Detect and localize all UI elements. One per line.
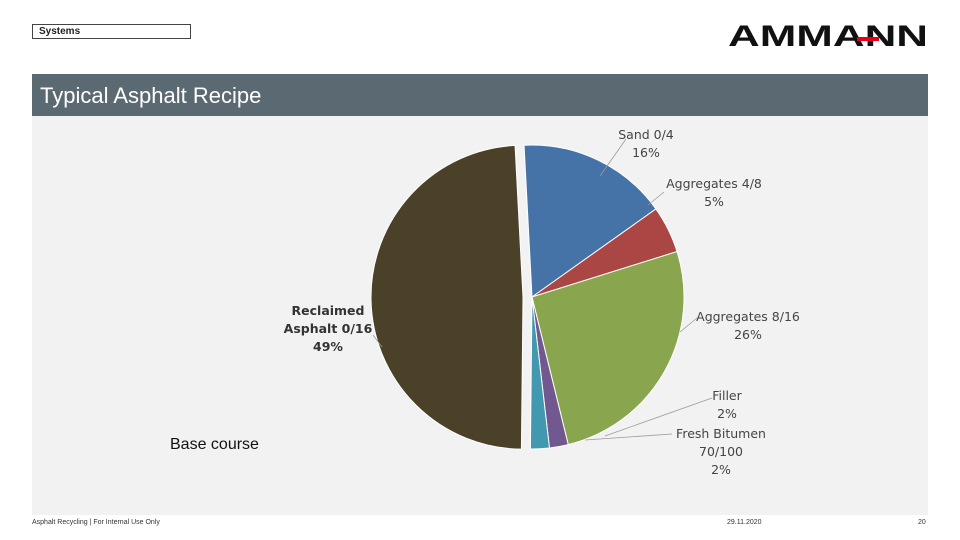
logo-accent <box>857 37 879 41</box>
page-number: 20 <box>918 519 926 526</box>
slice-label: 16% <box>632 145 660 160</box>
slice-label: 5% <box>704 194 724 209</box>
leader-line <box>584 433 673 441</box>
footer-note: Asphalt Recycling | For Internal Use Onl… <box>32 519 160 526</box>
slide-title: Typical Asphalt Recipe <box>40 83 262 108</box>
title-bar: Typical Asphalt Recipe <box>32 74 928 116</box>
footer-date: 29.11.2020 <box>727 519 762 526</box>
slice-label: Fresh Bitumen <box>676 426 766 441</box>
slice-label: 26% <box>734 327 762 342</box>
pie-slice-fresh-bitumen-70-100 <box>529 296 551 450</box>
slice-label: Filler <box>712 388 742 403</box>
slice-label: 49% <box>313 339 343 354</box>
slice-label: 70/100 <box>699 444 743 459</box>
slice-label: Sand 0/4 <box>618 127 674 142</box>
logo-wordmark: AMMANN <box>728 22 928 48</box>
pie-slice-sand-0-4 <box>523 144 657 298</box>
slice-label: Aggregates 8/16 <box>696 309 800 324</box>
pie-slice-aggregates-8-16 <box>531 250 685 446</box>
ammann-logo: AMMANN <box>728 22 928 48</box>
slice-label: 2% <box>717 406 737 421</box>
slice-label: Aggregates 4/8 <box>666 176 762 191</box>
caption-base-course: Base course <box>170 436 259 453</box>
slice-label: 2% <box>711 462 731 477</box>
section-tag: Systems <box>32 24 191 39</box>
slice-label: Reclaimed <box>292 303 365 318</box>
leader-line <box>679 317 698 333</box>
leader-line <box>599 138 627 177</box>
leader-line <box>647 191 665 206</box>
leader-line <box>604 397 713 437</box>
leader-line <box>372 334 383 348</box>
pie-slice-reclaimed-asphalt-0-16 <box>370 144 524 450</box>
slice-label: Asphalt 0/16 <box>284 321 373 336</box>
